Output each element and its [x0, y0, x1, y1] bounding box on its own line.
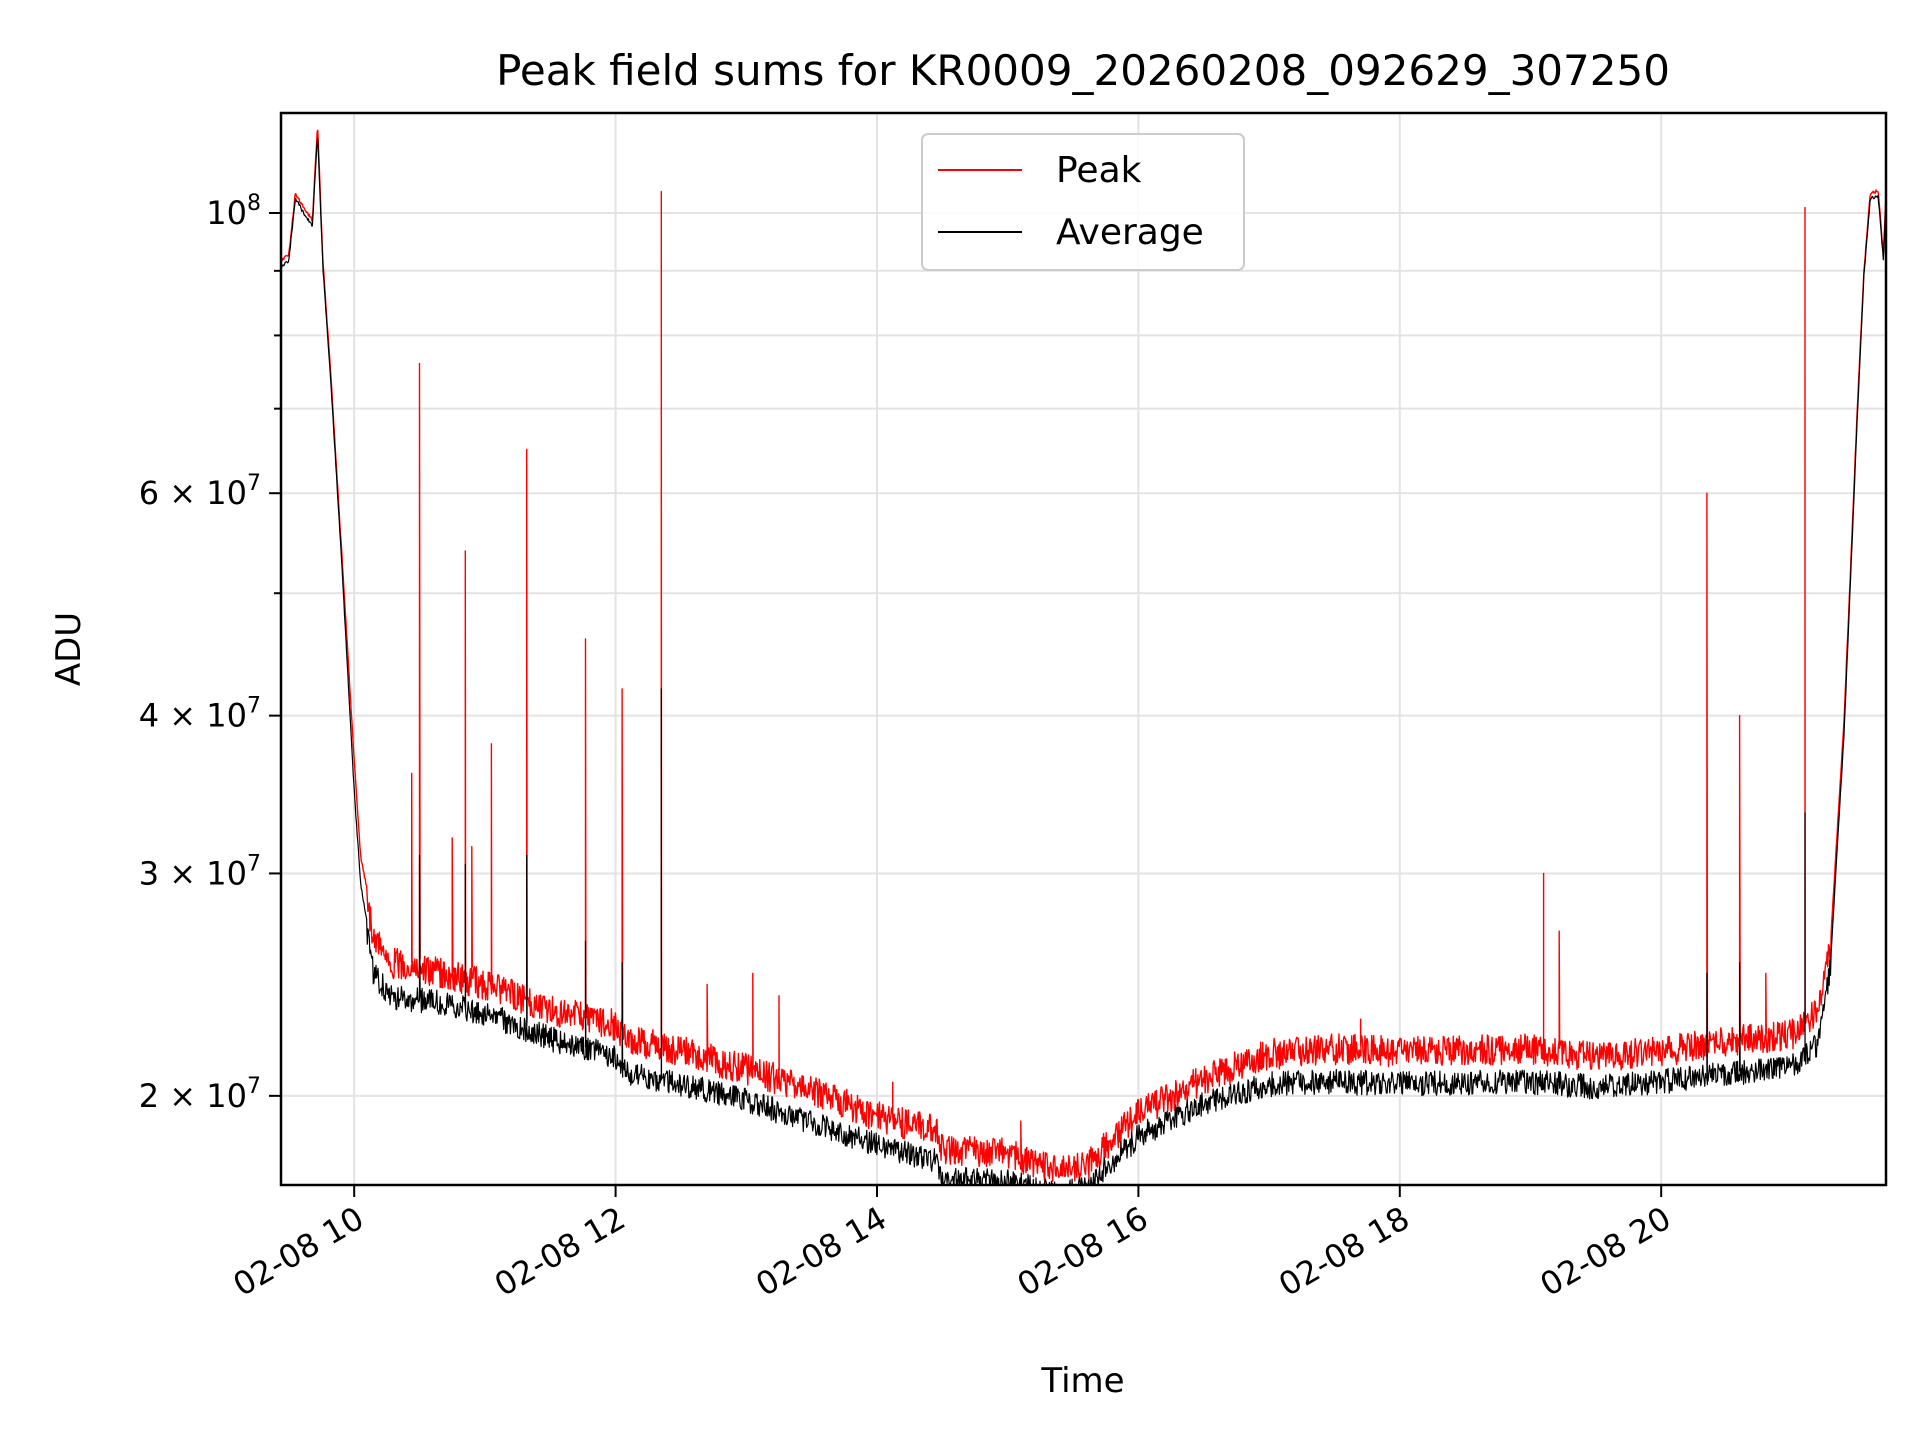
- y-tick-label: 6 × 107: [139, 471, 261, 512]
- y-tick-label: 2 × 107: [139, 1074, 261, 1115]
- legend-label-average: Average: [1056, 212, 1204, 253]
- x-axis-label: Time: [1040, 1361, 1124, 1401]
- plot-frame: [279, 111, 1888, 1187]
- y-tick-label: 3 × 107: [139, 851, 261, 892]
- series-layer: [281, 129, 1886, 1185]
- series-line-average: [281, 137, 1886, 1185]
- series-line-peak: [281, 129, 1886, 1183]
- legend-label-peak: Peak: [1056, 150, 1142, 191]
- y-tick-label: 4 × 107: [139, 694, 261, 735]
- chart-title: Peak field sums for KR0009_20260208_0926…: [496, 46, 1670, 95]
- y-axis: 2 × 107 3 × 107 4 × 107 6 × 107 108: [139, 191, 281, 1115]
- legend: Peak Average: [921, 133, 1245, 271]
- legend-box: [921, 133, 1245, 271]
- y-axis-label: ADU: [49, 612, 89, 686]
- y-tick-label: 108: [206, 191, 261, 232]
